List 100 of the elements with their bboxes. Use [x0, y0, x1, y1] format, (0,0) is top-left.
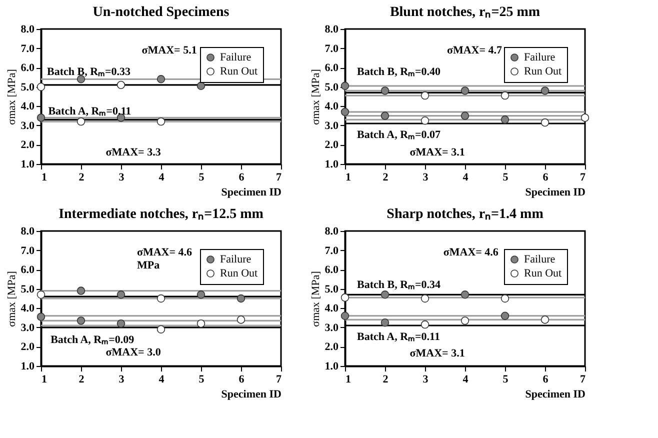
x-tick-label: 2: [382, 374, 389, 386]
x-tick-label: 5: [198, 374, 205, 386]
annotation: σMAX= 3.3: [106, 146, 162, 158]
y-tick-label: 3.0: [324, 322, 339, 334]
y-tick-label: 7.0: [20, 244, 35, 257]
x-tick-label: 2: [78, 172, 85, 184]
y-axis-title: σmax [MPa]: [310, 271, 322, 327]
point: [36, 114, 46, 122]
point: [196, 82, 206, 90]
x-tick-label: 4: [462, 374, 469, 386]
x-tick-label: 7: [276, 172, 282, 184]
point: [340, 82, 350, 90]
annotation: Batch A, Rₘ=0.11: [48, 105, 132, 118]
x-tick-label: 5: [502, 374, 509, 386]
legend-label: Run Out: [524, 268, 562, 280]
point: [116, 290, 126, 299]
y-tick-label: 1.0: [20, 360, 35, 372]
chart-title: Un-notched Specimens: [92, 5, 230, 20]
y-tick-label: 2.0: [324, 341, 339, 354]
x-tick-label: 6: [542, 374, 549, 386]
x-tick-label: 2: [382, 172, 389, 184]
x-tick-label: 6: [542, 172, 549, 184]
legend-label: Failure: [220, 52, 252, 64]
point: [156, 75, 166, 84]
point: [36, 312, 46, 321]
point: [380, 318, 390, 327]
y-tick-label: 2.0: [20, 139, 35, 152]
point: [156, 325, 166, 334]
y-tick-label: 6.0: [20, 264, 35, 276]
y-tick-label: 8.0: [324, 24, 339, 36]
annotation: Batch B, Rₘ=0.40: [357, 66, 442, 78]
annotation: Batch B, Rₘ=0.34: [357, 279, 442, 291]
y-tick-label: 3.0: [20, 120, 35, 132]
x-tick-label: 7: [276, 374, 282, 386]
y-tick-label: 1.0: [324, 158, 339, 170]
x-tick-label: 4: [158, 374, 165, 386]
y-axis-title: σmax [MPa]: [6, 69, 18, 125]
legend-label: Failure: [220, 254, 252, 266]
point: [76, 117, 86, 126]
y-tick-label: 3.0: [324, 120, 339, 132]
annotation: Batch A, Rₘ=0.11: [357, 331, 440, 344]
point: [500, 312, 510, 320]
annotation: σMAX= 4.6: [443, 246, 499, 259]
y-tick-label: 5.0: [324, 81, 339, 94]
y-tick-label: 1.0: [324, 360, 339, 372]
x-tick-label: 3: [422, 172, 429, 184]
x-tick-label: 5: [198, 172, 205, 184]
y-tick-label: 8.0: [20, 226, 35, 238]
point: [460, 316, 470, 325]
x-tick-label: 2: [78, 374, 85, 386]
y-tick-label: 4.0: [20, 100, 35, 113]
y-tick-label: 7.0: [324, 42, 339, 55]
x-tick-label: 3: [118, 172, 125, 184]
annotation: σMAX= 4.7: [447, 44, 503, 57]
point: [340, 293, 350, 302]
point: [36, 290, 46, 299]
y-tick-label: 3.0: [20, 322, 35, 334]
point: [236, 316, 246, 324]
annotation: σMAX= 3.1: [410, 347, 465, 360]
x-tick-label: 4: [158, 172, 165, 184]
legend-label: Run Out: [220, 66, 258, 78]
x-tick-label: 7: [580, 172, 586, 184]
point: [380, 290, 390, 299]
point: [340, 108, 350, 116]
x-tick-label: 6: [238, 172, 245, 184]
point: [500, 294, 510, 303]
point: [500, 116, 510, 124]
point: [460, 112, 470, 120]
y-tick-label: 7.0: [20, 42, 35, 55]
point: [460, 290, 470, 299]
x-axis-title: Specimen ID: [525, 186, 586, 198]
y-tick-label: 6.0: [324, 62, 339, 74]
annotation: Batch A, Rₘ=0.09: [50, 334, 135, 346]
chart-title: Intermediate notches, rₙ=12.5 mm: [58, 207, 264, 222]
point: [540, 118, 550, 127]
point: [420, 294, 430, 303]
point: [500, 91, 510, 100]
point: [76, 286, 86, 295]
y-tick-label: 4.0: [20, 302, 35, 315]
y-axis-title: σmax [MPa]: [310, 69, 322, 125]
point: [580, 114, 590, 122]
point: [420, 91, 430, 100]
point: [116, 319, 126, 328]
y-tick-label: 2.0: [324, 139, 339, 152]
annotation: σMAX= 3.1: [410, 146, 465, 158]
annotation: Batch A, Rₘ=0.07: [357, 129, 442, 142]
chart-title: Sharp notches, rₙ=1.4 mm: [386, 207, 544, 222]
point: [340, 312, 350, 320]
x-tick-label: 7: [580, 374, 586, 386]
annotation: σMAX= 3.0: [106, 346, 162, 358]
y-axis-title: σmax [MPa]: [6, 271, 18, 327]
x-tick-label: 1: [42, 374, 47, 386]
x-tick-label: 3: [118, 374, 125, 386]
legend-label: Failure: [524, 52, 556, 64]
x-tick-label: 1: [42, 172, 47, 184]
y-tick-label: 4.0: [324, 302, 339, 315]
annotation: Batch B, Rₘ=0.33: [47, 66, 132, 78]
point: [540, 86, 550, 95]
x-tick-label: 4: [462, 172, 469, 184]
y-tick-label: 6.0: [20, 62, 35, 74]
